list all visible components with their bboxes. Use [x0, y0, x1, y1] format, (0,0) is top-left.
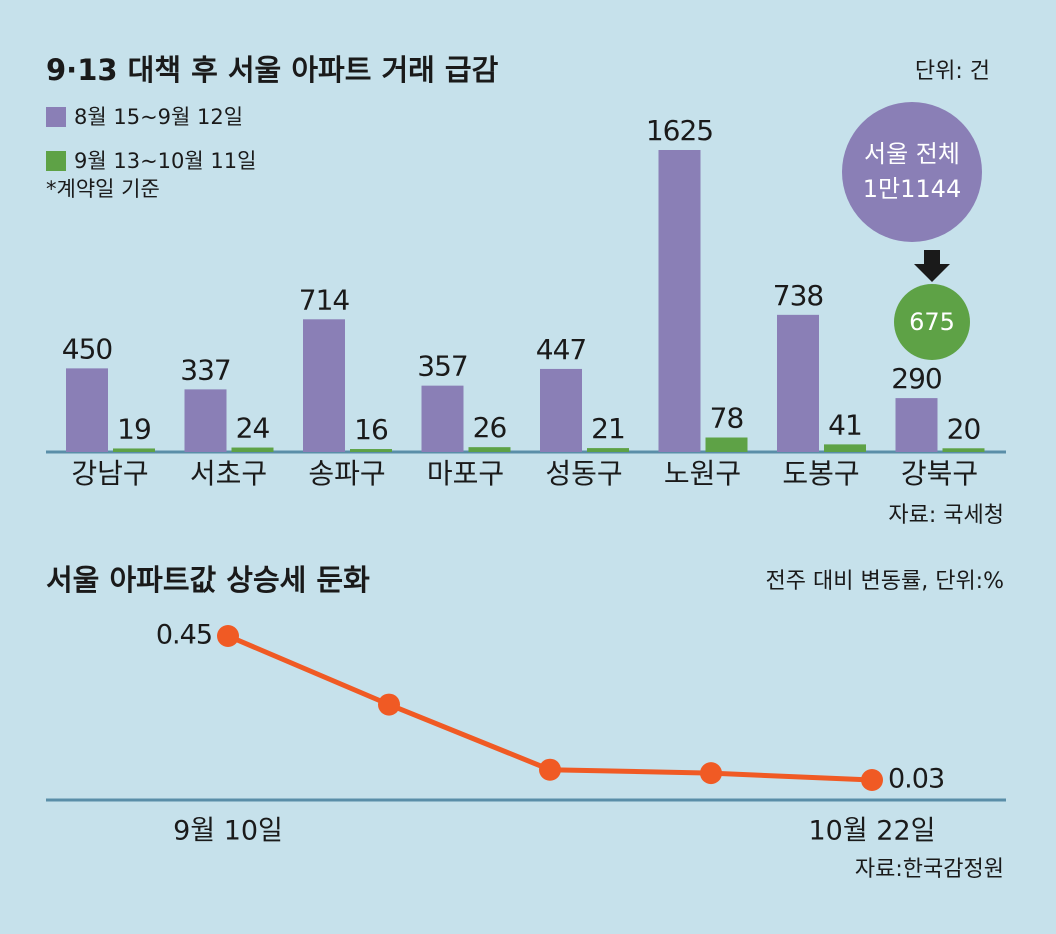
bar-value: 20: [947, 412, 981, 445]
line-unit: 전주 대비 변동률, 단위:%: [766, 569, 1004, 594]
bar: [658, 150, 701, 452]
bar: [231, 447, 274, 452]
bar: [468, 447, 511, 452]
bar: [705, 437, 748, 452]
bar-value: 24: [236, 412, 270, 445]
total-value: 1만1144: [863, 175, 961, 203]
bar: [113, 448, 155, 452]
bar: [66, 368, 108, 452]
bar-value: 357: [417, 350, 467, 383]
category-label: 강남구: [71, 457, 148, 490]
bar-value: 16: [354, 413, 388, 446]
bar: [540, 368, 582, 452]
bar-value: 21: [591, 412, 625, 445]
bar-value: 1625: [646, 114, 713, 147]
bar-value: 447: [536, 333, 586, 366]
bar-value: 78: [710, 402, 744, 435]
category-label: 도봉구: [782, 457, 859, 490]
bar: [777, 314, 819, 452]
category-label: 노원구: [664, 457, 741, 490]
point: [378, 693, 400, 716]
total-label: 서울 전체: [864, 140, 960, 168]
bar-value: 714: [299, 283, 350, 316]
point: [539, 758, 561, 781]
bar-unit: 단위: 건: [915, 59, 990, 84]
legend-label: 8월 15~9월 12일: [74, 105, 243, 129]
point: [861, 769, 883, 791]
category-label: 송파구: [308, 457, 385, 490]
bar-value: 337: [180, 353, 230, 386]
point-label: 0.03: [888, 764, 944, 795]
bar-value: 450: [62, 332, 112, 365]
bar: [587, 448, 629, 452]
bar-value: 738: [773, 279, 823, 312]
x-label: 10월 22일: [809, 816, 936, 847]
line: [227, 633, 873, 783]
category-label: 성동구: [545, 457, 622, 490]
bar: [942, 448, 985, 452]
bar: [350, 449, 392, 452]
bar: [824, 444, 866, 452]
category-label: 강북구: [901, 457, 978, 490]
point: [700, 762, 722, 785]
bar-chart-title: 9·13 대책 후 서울 아파트 거래 급감: [46, 53, 499, 87]
arrow: [914, 250, 950, 282]
total-value: 675: [909, 308, 955, 336]
total-bubble: [842, 102, 982, 242]
bar-value: 19: [117, 412, 151, 445]
total-bubble: [894, 284, 970, 360]
bar-source: 자료: 국세청: [888, 503, 1004, 528]
note: *계약일 기준: [46, 177, 160, 201]
line-chart-title: 서울 아파트값 상승세 둔화: [46, 563, 370, 597]
bar: [421, 385, 464, 452]
bar: [895, 398, 938, 452]
bar-value: 26: [473, 411, 507, 444]
category-label: 마포구: [427, 457, 504, 490]
point-label: 0.45: [156, 620, 212, 651]
point: [217, 625, 239, 647]
bar-value: 290: [891, 362, 941, 395]
category-label: 서초구: [190, 457, 267, 490]
legend-swatch: [46, 107, 66, 127]
legend-label: 9월 13~10월 11일: [74, 149, 256, 173]
x-label: 9월 10일: [173, 816, 283, 847]
bar: [303, 319, 345, 452]
bar-value: 41: [828, 408, 862, 441]
legend-swatch: [46, 151, 66, 171]
line-source: 자료:한국감정원: [855, 857, 1004, 882]
bar: [184, 389, 227, 452]
